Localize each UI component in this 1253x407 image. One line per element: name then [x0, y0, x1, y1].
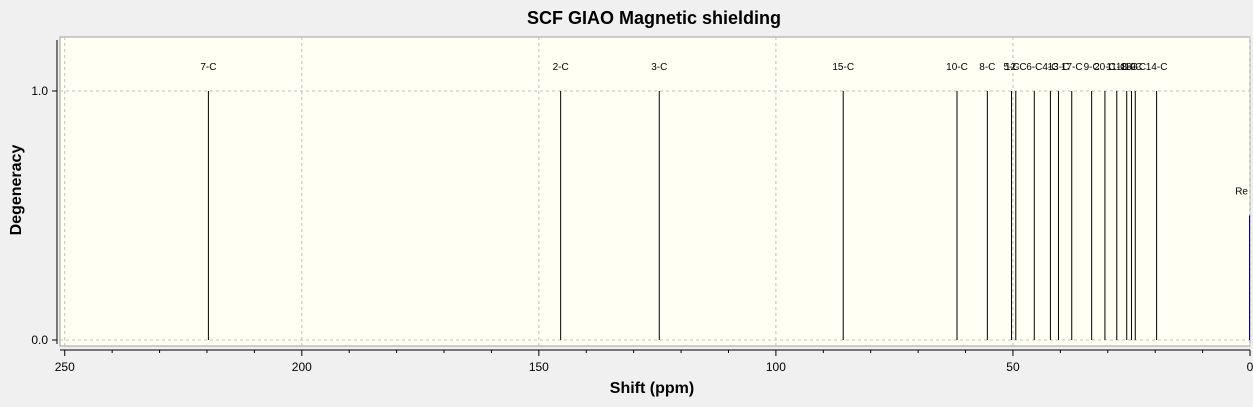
peak-label: 6-C — [1026, 62, 1042, 73]
x-tick-label: 200 — [292, 360, 312, 374]
x-tick-label: 50 — [1006, 360, 1020, 374]
peak-label: 16-C — [1121, 62, 1143, 73]
peak-label: 5-C — [1003, 62, 1019, 73]
peak-label: Re — [1235, 187, 1248, 198]
peak-label: 14-C — [1146, 62, 1168, 73]
plot-background — [59, 36, 1251, 347]
peak-label: 15-C — [832, 62, 854, 73]
peak-label: 7-C — [200, 62, 216, 73]
peak-label: 8-C — [979, 62, 995, 73]
x-tick-label: 250 — [55, 360, 75, 374]
axis-layer: 250 200 150 100 50 0 0.0 1.0 — [31, 40, 1253, 374]
peak-label: 12-C — [1005, 62, 1027, 73]
peak-label: 19-C — [1124, 62, 1146, 73]
peak-label: 13-C — [1048, 62, 1070, 73]
peak-label: 18-C — [1116, 62, 1138, 73]
y-tick-label: 0.0 — [31, 333, 48, 347]
peak-label: 10-C — [946, 62, 968, 73]
y-axis-label: Degeneracy — [8, 145, 25, 236]
peak-label: 17-C — [1061, 62, 1083, 73]
peak-label-layer: 7-C 2-C 3-C 15-C 10-C 8-C 5-C12-C 6-C 4-C13-C17-… — [200, 62, 1248, 198]
peak-label: 11-C — [1106, 62, 1127, 73]
x-tick-label: 0 — [1247, 360, 1253, 374]
peak-label: 3-C — [651, 62, 667, 73]
chart-title: SCF GIAO Magnetic shielding — [527, 8, 781, 28]
y-tick-label: 1.0 — [31, 84, 48, 98]
peak-layer — [207, 91, 1251, 340]
grid-layer — [60, 37, 1251, 346]
x-tick-label: 100 — [766, 360, 786, 374]
peak-label: 4-C — [1042, 62, 1058, 73]
x-axis-label: Shift (ppm) — [610, 380, 694, 397]
x-tick-label: 150 — [529, 360, 549, 374]
peak-label: 2-C — [553, 62, 569, 73]
peak-label: 9-C — [1084, 62, 1100, 73]
peak-label: 20-C — [1094, 62, 1116, 73]
